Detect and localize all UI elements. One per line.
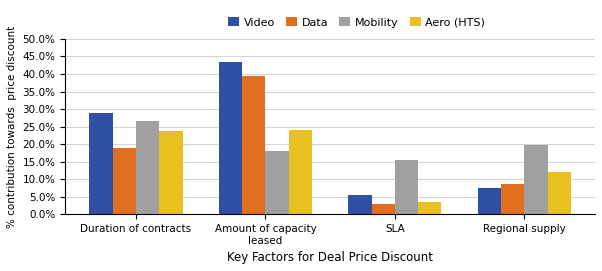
Bar — [113, 148, 136, 214]
Bar — [159, 131, 182, 214]
Bar — [395, 160, 418, 214]
Bar — [501, 184, 524, 214]
Bar — [289, 130, 312, 214]
Bar — [242, 76, 265, 214]
Bar — [371, 204, 395, 214]
Y-axis label: % contribution towards  price discount: % contribution towards price discount — [7, 25, 17, 228]
Bar — [478, 188, 501, 214]
Bar — [418, 202, 441, 214]
Bar — [548, 172, 571, 214]
X-axis label: Key Factors for Deal Price Discount: Key Factors for Deal Price Discount — [227, 251, 433, 264]
Bar — [89, 112, 113, 214]
Bar — [524, 145, 548, 214]
Bar — [265, 151, 289, 214]
Legend: Video, Data, Mobility, Aero (HTS): Video, Data, Mobility, Aero (HTS) — [224, 13, 489, 32]
Bar — [219, 62, 242, 214]
Bar — [136, 121, 159, 214]
Bar — [349, 195, 371, 214]
